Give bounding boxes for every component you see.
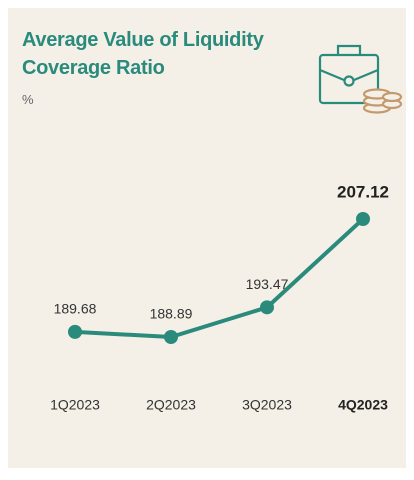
point [164, 330, 178, 344]
point [356, 212, 370, 226]
x-tick-label: 1Q2023 [50, 397, 100, 413]
value-label: 207.12 [337, 182, 389, 201]
coins-icon [362, 88, 403, 114]
briefcase-icon [318, 44, 380, 105]
value-label: 188.89 [150, 306, 193, 322]
point [260, 300, 274, 315]
value-label: 193.47 [246, 276, 289, 292]
x-tick-label: 4Q2023 [338, 397, 388, 413]
value-label: 189.68 [54, 301, 97, 317]
point [68, 324, 82, 339]
x-tick-label: 2Q2023 [146, 397, 196, 413]
x-tick-label: 3Q2023 [242, 397, 292, 413]
chart-title: Average Value of Liquidity Coverage Rati… [22, 29, 264, 79]
line [74, 217, 365, 339]
unit-label: % [22, 92, 34, 107]
